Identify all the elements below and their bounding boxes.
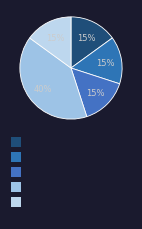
- Wedge shape: [71, 39, 122, 85]
- Text: 15%: 15%: [78, 33, 96, 42]
- Wedge shape: [30, 18, 71, 69]
- Wedge shape: [20, 39, 87, 120]
- Wedge shape: [71, 69, 120, 117]
- Text: 15%: 15%: [86, 89, 105, 98]
- Text: 15%: 15%: [46, 33, 64, 42]
- Text: 15%: 15%: [96, 59, 115, 68]
- Wedge shape: [71, 18, 112, 69]
- Text: 40%: 40%: [34, 85, 52, 93]
